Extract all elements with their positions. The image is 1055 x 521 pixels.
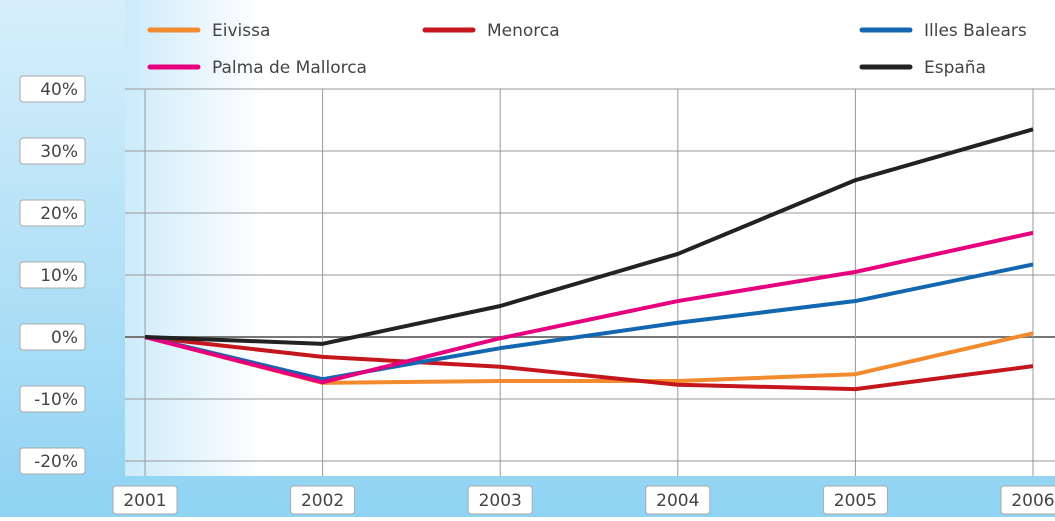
y-tick-box: [19, 137, 86, 165]
y-tick-label: 30%: [40, 142, 78, 162]
plot-area: [125, 0, 1055, 476]
y-tick-box: [19, 261, 86, 289]
y-tick-label: -20%: [34, 452, 78, 472]
y-tick-label: 10%: [40, 266, 78, 286]
y-tick-box: [19, 385, 86, 413]
y-tick-label: 40%: [40, 80, 78, 100]
legend-label: Eivissa: [212, 21, 270, 41]
series-line: [144, 230, 1034, 385]
legend-label: Illes Balears: [924, 21, 1027, 41]
legend-label: España: [924, 58, 986, 78]
y-tick-box: [19, 447, 86, 475]
y-tick-label: 0%: [51, 328, 78, 348]
x-tick-box: [467, 485, 533, 515]
x-tick-box: [1000, 485, 1055, 515]
x-tick-label: 2003: [479, 491, 522, 511]
x-tick-label: 2006: [1011, 491, 1054, 511]
y-tick-label: 20%: [40, 204, 78, 224]
legend-label: Menorca: [487, 21, 560, 41]
y-tick-label: -10%: [34, 390, 78, 410]
y-tick-box: [19, 199, 86, 227]
x-tick-label: 2002: [301, 491, 344, 511]
legend-label: Palma de Mallorca: [212, 58, 367, 78]
x-tick-box: [112, 485, 178, 515]
y-tick-box: [19, 323, 86, 351]
series-line: [144, 262, 1034, 382]
x-tick-label: 2004: [656, 491, 699, 511]
x-tick-label: 2001: [123, 491, 166, 511]
x-tick-box: [645, 485, 711, 515]
series-line: [144, 335, 1034, 392]
x-tick-label: 2005: [834, 491, 877, 511]
x-tick-box: [290, 485, 356, 515]
y-tick-box: [19, 75, 86, 103]
x-tick-box: [822, 485, 888, 515]
series-line: [144, 127, 1034, 346]
